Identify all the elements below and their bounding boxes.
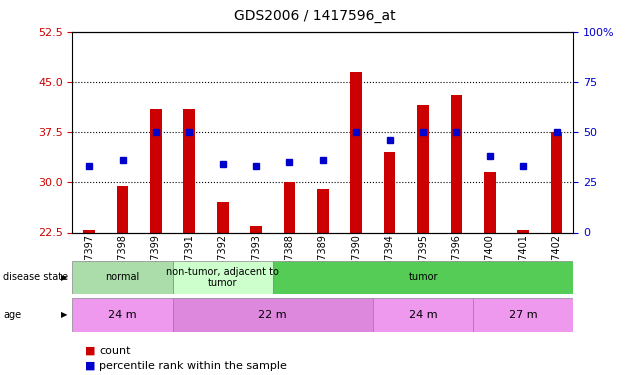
Bar [250, 226, 262, 232]
Text: GDS2006 / 1417596_at: GDS2006 / 1417596_at [234, 9, 396, 23]
Text: ■: ■ [85, 361, 96, 370]
Text: GSM37400: GSM37400 [485, 234, 495, 287]
Text: GSM37399: GSM37399 [151, 234, 161, 287]
Bar [72, 298, 173, 332]
Bar [473, 298, 573, 332]
Text: GSM37401: GSM37401 [518, 234, 528, 287]
Text: tumor: tumor [408, 273, 438, 282]
Bar [417, 105, 429, 232]
Text: disease state: disease state [3, 273, 68, 282]
Text: GSM37395: GSM37395 [418, 234, 428, 287]
Bar [317, 189, 329, 232]
Bar [273, 261, 573, 294]
Text: GSM37398: GSM37398 [118, 234, 127, 287]
Text: non-tumor, adjacent to
tumor: non-tumor, adjacent to tumor [166, 267, 279, 288]
Text: GSM37392: GSM37392 [218, 234, 227, 287]
Text: 24 m: 24 m [409, 310, 437, 320]
Bar [150, 109, 162, 232]
Text: GSM37394: GSM37394 [385, 234, 394, 287]
Bar [450, 95, 462, 232]
Bar [517, 231, 529, 232]
Bar [384, 152, 396, 232]
Text: GSM37393: GSM37393 [251, 234, 261, 287]
Bar [551, 132, 563, 232]
Bar [484, 172, 496, 232]
Bar [173, 298, 373, 332]
Text: GSM37391: GSM37391 [185, 234, 194, 287]
Bar [83, 231, 95, 232]
Text: GSM37396: GSM37396 [452, 234, 461, 287]
Bar [72, 261, 173, 294]
Bar [117, 186, 129, 232]
Text: percentile rank within the sample: percentile rank within the sample [99, 361, 287, 370]
Bar [217, 202, 229, 232]
Bar [284, 182, 295, 232]
Text: normal: normal [105, 273, 140, 282]
Bar [173, 261, 273, 294]
Bar [373, 298, 473, 332]
Text: 24 m: 24 m [108, 310, 137, 320]
Text: 22 m: 22 m [258, 310, 287, 320]
Text: GSM37390: GSM37390 [352, 234, 361, 287]
Text: ▶: ▶ [61, 310, 67, 320]
Text: 27 m: 27 m [509, 310, 537, 320]
Text: ▶: ▶ [61, 273, 67, 282]
Text: GSM37397: GSM37397 [84, 234, 94, 287]
Text: age: age [3, 310, 21, 320]
Text: count: count [99, 346, 130, 355]
Bar [183, 109, 195, 232]
Text: ■: ■ [85, 346, 96, 355]
Text: GSM37388: GSM37388 [285, 234, 294, 287]
Text: GSM37402: GSM37402 [552, 234, 561, 287]
Text: GSM37389: GSM37389 [318, 234, 328, 287]
Bar [350, 72, 362, 232]
